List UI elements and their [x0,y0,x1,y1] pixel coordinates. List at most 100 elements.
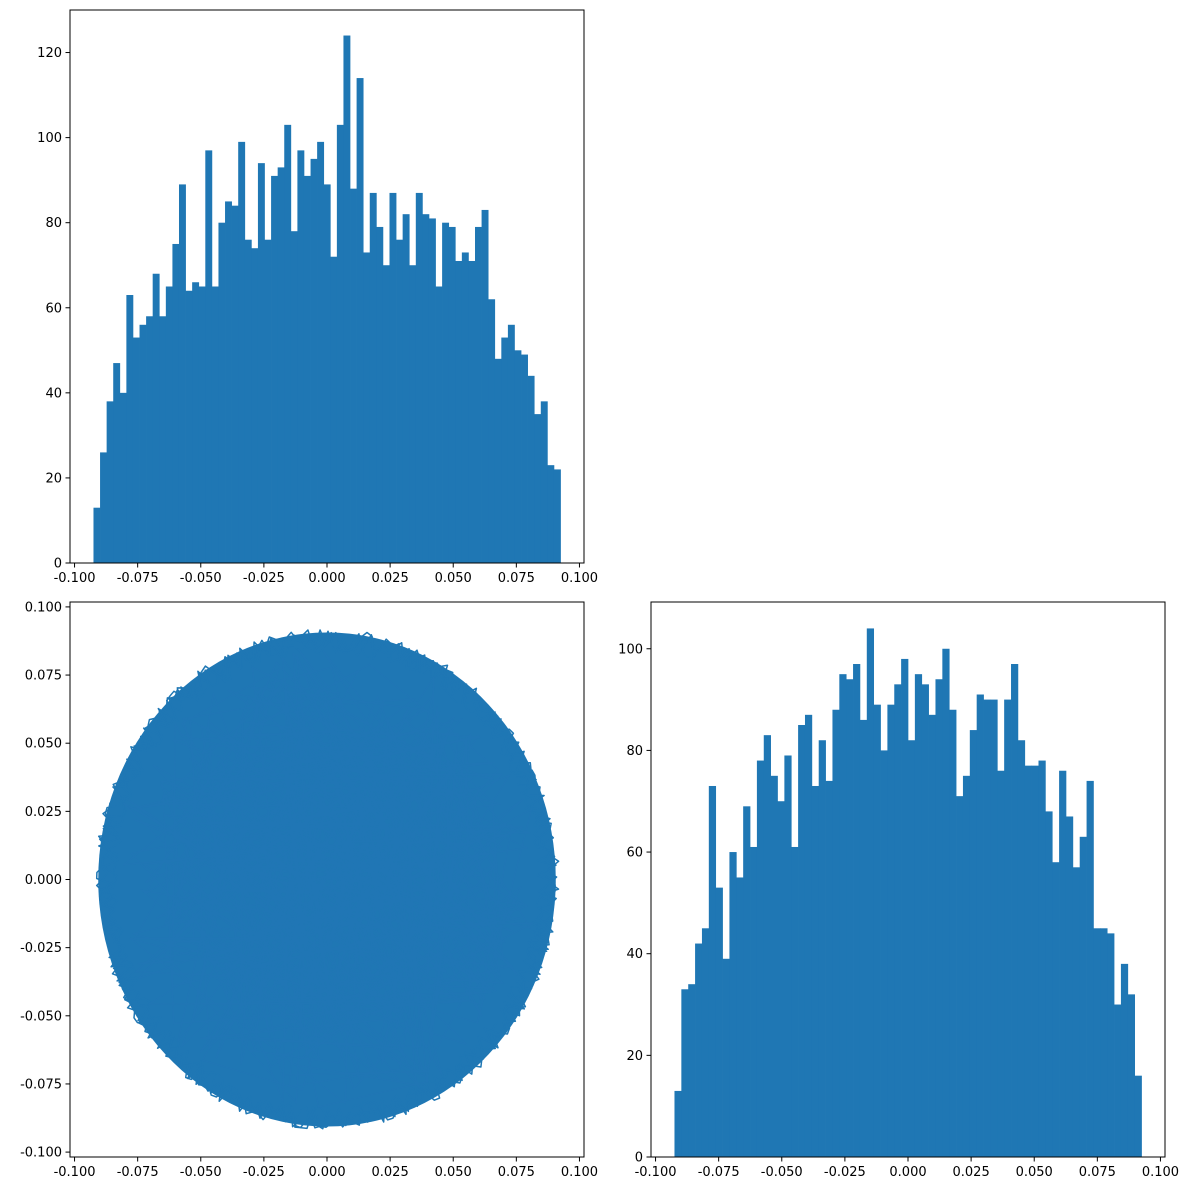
x-tick-label: 0.075 [1079,1165,1116,1180]
histogram-bar [146,316,154,563]
histogram-bar [165,286,173,563]
histogram-bar [172,243,180,563]
histogram-bar [942,648,950,1157]
y-tick-label: 0.075 [25,669,62,684]
y-tick-label: -0.025 [20,941,62,956]
histogram-bar [729,852,737,1157]
histogram-bar [100,452,107,563]
histogram-bar [211,286,219,563]
y-tick-label: 20 [626,1049,643,1064]
histogram-bar [442,222,450,563]
histogram-bar [701,928,710,1157]
histogram-bar [1127,994,1136,1157]
histogram-bar [715,887,723,1157]
histogram-bar [238,141,246,563]
x-tick-label: -0.100 [54,571,96,586]
histogram-bar [908,740,916,1157]
histogram-bar [818,740,826,1157]
histogram-bar [1134,1075,1142,1157]
histogram-bar [277,167,285,563]
histogram-bar [290,231,298,563]
x-tick-label: 0.100 [1142,1165,1179,1180]
histogram-bar [873,704,881,1157]
histogram-bar [798,724,806,1157]
y-tick-label: 20 [45,471,62,486]
histogram-bar [192,282,200,563]
x-tick-label: 0.025 [372,571,409,586]
y-tick-label: -0.050 [20,1009,62,1024]
y-tick-label: 40 [626,947,643,962]
axes-frame [69,601,585,1158]
histogram-bar [763,735,771,1157]
histogram-bar [323,184,331,563]
x-tick-label: 0.000 [308,571,345,586]
y-tick-label: 0.050 [25,737,62,752]
histogram-bar [225,201,232,563]
histogram-bar [688,984,696,1157]
histogram-bar [363,252,371,563]
histogram-bar [1045,811,1053,1157]
x-tick-label: -0.100 [635,1165,677,1180]
random-walk-line [121,648,534,1108]
histogram-bar [949,709,957,1157]
histogram-bar [928,714,936,1157]
histogram-bar [770,775,778,1157]
x-tick-label: -0.075 [117,1165,159,1180]
histogram-bar [784,755,792,1157]
histogram-bar [1004,699,1012,1157]
histogram-bar [722,958,730,1157]
histogram-bar [1079,836,1087,1157]
path-plot-bottom-left: -0.100 -0.075 -0.050 -0.025 0.000 0.025 0.050 0… [20,600,598,1180]
histogram-bar [880,750,888,1157]
x-tick-label: -0.025 [243,1165,285,1180]
y-tick-label: -0.100 [20,1146,62,1161]
histogram-bar [750,846,758,1157]
histogram-bar [853,664,861,1157]
histogram-bar [507,324,515,563]
histogram-bar [317,141,325,563]
histogram-bar [811,785,820,1157]
y-tick-label: 60 [626,846,643,861]
x-tick-label: 0.100 [561,1165,598,1180]
y-tick-label: 60 [45,301,62,316]
histogram-bar [997,770,1005,1157]
histogram-bar [336,124,344,563]
histogram-bar [303,175,311,563]
histogram-bar [1093,928,1101,1157]
x-tick-label: 0.000 [889,1165,926,1180]
histogram-bar [1120,963,1129,1157]
histogram-bar [389,192,397,563]
y-tick-label: 0.100 [25,600,62,615]
y-tick-label: -0.075 [20,1077,62,1092]
histogram-bar [185,290,193,563]
x-tick-label: 0.100 [561,571,598,586]
histogram-bar [402,214,410,563]
histogram-bar [921,684,929,1157]
histogram-bar [448,226,456,563]
x-tick-label: 0.000 [308,1165,345,1180]
axes-frame [69,9,585,564]
histogram-bottom-right: -0.100 -0.075 -0.050 -0.025 0.000 0.025 0.050 0… [618,601,1179,1180]
histogram-bar [832,709,840,1157]
histogram-bar [271,175,279,563]
histogram-bar [257,163,265,563]
random-walk-line [95,630,557,1129]
histogram-bar [866,628,875,1157]
histogram-bar [743,806,751,1157]
y-tick-label: 40 [45,386,62,401]
histogram-bar [547,465,555,563]
x-tick-label: -0.050 [180,571,222,586]
y-tick-label: 100 [618,642,643,657]
histogram-bar [894,684,902,1157]
histogram-bar [777,801,785,1157]
histogram-bar [409,265,417,563]
histogram-bar [1100,928,1108,1157]
histogram-bar [205,150,213,563]
histogram-bar [264,239,272,563]
histogram-bar [1065,816,1074,1157]
histogram-bar [251,248,259,563]
histogram-bar [756,760,765,1157]
histogram-bar [218,222,226,563]
histogram-bar [435,286,443,563]
